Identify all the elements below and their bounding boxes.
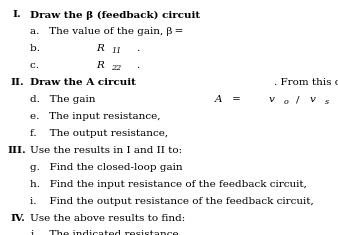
Text: IV.: IV. [10, 214, 25, 223]
Text: Draw the β (feedback) circuit: Draw the β (feedback) circuit [30, 10, 200, 20]
Text: v: v [269, 95, 275, 104]
Text: /: / [296, 95, 300, 104]
Text: Use the results in I and II to:: Use the results in I and II to: [30, 146, 183, 155]
Text: i.    Find the output resistance of the feedback circuit,: i. Find the output resistance of the fee… [30, 197, 316, 206]
Text: II.: II. [10, 78, 24, 87]
Text: h.   Find the input resistance of the feedback circuit,: h. Find the input resistance of the feed… [30, 180, 309, 189]
Text: j.    The indicated resistance: j. The indicated resistance [30, 231, 181, 235]
Text: Draw the A circuit: Draw the A circuit [30, 78, 136, 87]
Text: 22: 22 [112, 64, 122, 72]
Text: I.: I. [13, 10, 21, 20]
Text: =: = [230, 95, 243, 104]
Text: R: R [96, 44, 104, 53]
Text: o: o [284, 98, 289, 106]
Text: b.: b. [30, 44, 50, 53]
Text: 11: 11 [112, 47, 122, 55]
Text: d.   The gain: d. The gain [30, 95, 98, 104]
Text: s: s [325, 98, 329, 106]
Text: c.: c. [30, 61, 49, 70]
Text: III.: III. [7, 146, 26, 155]
Text: g.   Find the closed-loop gain: g. Find the closed-loop gain [30, 163, 185, 172]
Text: Use the above results to find:: Use the above results to find: [30, 214, 186, 223]
Text: .: . [337, 95, 338, 104]
Text: a.   The value of the gain, β =: a. The value of the gain, β = [30, 27, 186, 36]
Text: e.   The input resistance,: e. The input resistance, [30, 112, 163, 121]
Text: .: . [136, 44, 139, 53]
Text: . From this circuit, find:: . From this circuit, find: [274, 78, 338, 87]
Text: f.    The output resistance,: f. The output resistance, [30, 129, 171, 138]
Text: v: v [310, 95, 315, 104]
Text: .: . [136, 61, 139, 70]
Text: A: A [215, 95, 222, 104]
Text: R: R [96, 61, 104, 70]
